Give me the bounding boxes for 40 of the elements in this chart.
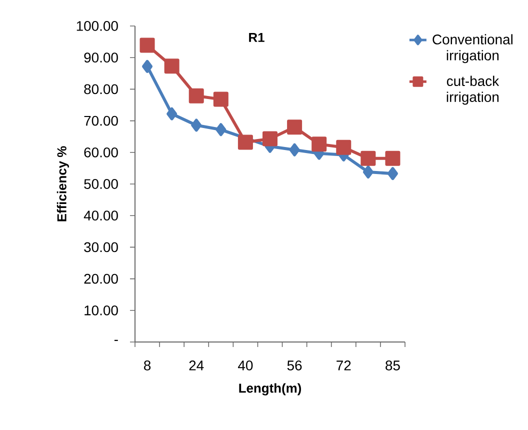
- point: [216, 123, 226, 136]
- y-tick-label: 30.00: [84, 242, 118, 252]
- point: [238, 134, 253, 150]
- point: [164, 58, 180, 74]
- legend-label: Conventional irrigation: [432, 34, 512, 64]
- point: [287, 120, 302, 135]
- y-tick-label: 10.00: [84, 305, 118, 316]
- y-tick-label: 60.00: [84, 147, 118, 158]
- y-tick-label: 80.00: [84, 84, 118, 94]
- y-axis-title: Efficiency %: [56, 146, 69, 222]
- x-tick-label: 8: [144, 360, 151, 370]
- legend-label: cut-back irrigation: [446, 76, 500, 105]
- point: [142, 60, 153, 73]
- point: [191, 118, 202, 132]
- point: [140, 38, 155, 53]
- point: [188, 88, 204, 104]
- point: [312, 136, 327, 152]
- point: [336, 140, 352, 155]
- point: [387, 167, 398, 180]
- point: [213, 92, 228, 107]
- y-tick-label: 50.00: [84, 179, 118, 189]
- x-tick-label: 56: [287, 360, 302, 370]
- y-tick-label: -: [114, 340, 118, 341]
- point: [360, 150, 376, 166]
- x-tick-label: 24: [189, 360, 204, 370]
- chart-title: R1: [249, 33, 264, 42]
- y-tick-label: 100.00: [76, 21, 118, 31]
- point: [262, 131, 278, 146]
- y-tick-label: 40.00: [84, 210, 118, 221]
- y-tick-label: 70.00: [84, 116, 118, 126]
- x-tick-label: 72: [336, 360, 351, 370]
- point: [289, 143, 300, 156]
- y-tick-label: 20.00: [84, 274, 118, 284]
- x-tick-label: 85: [386, 360, 400, 370]
- x-axis-title: Length(m): [239, 383, 302, 396]
- point: [166, 107, 178, 120]
- point: [362, 165, 374, 178]
- y-tick-label: 90.00: [84, 52, 118, 63]
- x-tick-label: 40: [238, 360, 253, 370]
- point: [385, 150, 400, 166]
